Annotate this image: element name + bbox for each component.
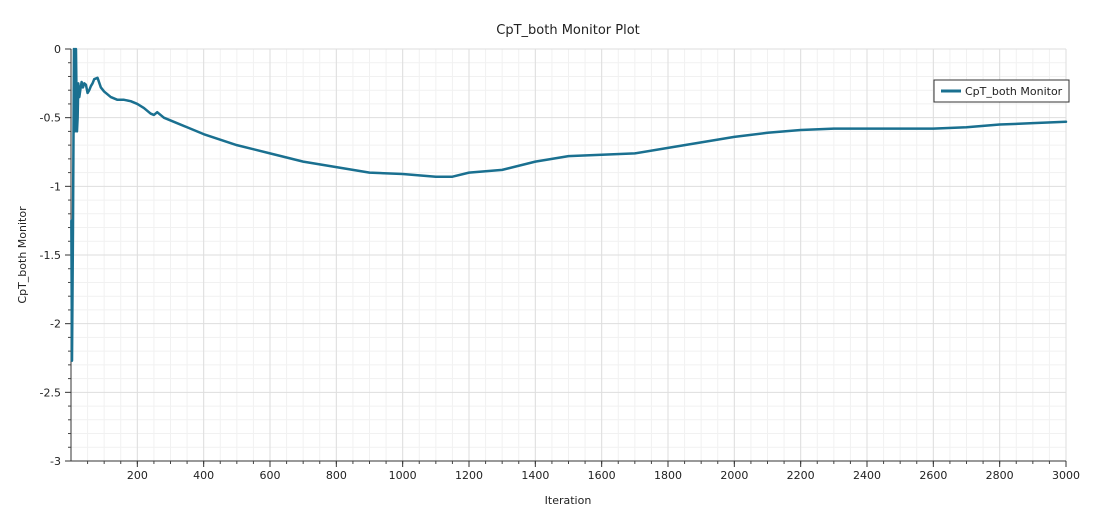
series-layer [70, 47, 1068, 362]
legend[interactable]: CpT_both Monitor [933, 79, 1070, 103]
x-tick-label: 2800 [986, 469, 1014, 482]
x-axis-label: Iteration [545, 494, 592, 507]
tick-marks [65, 48, 1067, 467]
y-tick-label: -2 [50, 318, 61, 331]
y-tick-label: -1.5 [40, 249, 61, 262]
legend-entry: CpT_both Monitor [965, 85, 1063, 98]
x-tick-label: 400 [193, 469, 214, 482]
x-tick-label: 1200 [455, 469, 483, 482]
x-tick-label: 800 [326, 469, 347, 482]
x-tick-label: 200 [127, 469, 148, 482]
x-tick-label: 2000 [720, 469, 748, 482]
chart-title: CpT_both Monitor Plot [496, 23, 640, 38]
x-tick-label: 600 [260, 469, 281, 482]
x-tick-label: 2400 [853, 469, 881, 482]
x-tick-label: 1600 [588, 469, 616, 482]
series-line-0 [70, 47, 1068, 362]
x-tick-label: 2200 [787, 469, 815, 482]
y-tick-label: 0 [54, 43, 61, 56]
y-tick-label: -0.5 [40, 112, 61, 125]
tick-labels: 200 400 600 800 1000 1200 1400 1600 1800 2000 2200… [40, 43, 1080, 482]
x-tick-label: 3000 [1052, 469, 1080, 482]
x-tick-label: 1400 [521, 469, 549, 482]
y-tick-label: -1 [50, 180, 61, 193]
x-tick-label: 1800 [654, 469, 682, 482]
x-tick-label: 1000 [389, 469, 417, 482]
x-tick-label: 2600 [919, 469, 947, 482]
legend-box [933, 79, 1070, 103]
y-tick-label: -2.5 [40, 386, 61, 399]
y-axis-label: CpT_both Monitor [16, 206, 29, 304]
y-tick-label: -3 [50, 455, 61, 468]
